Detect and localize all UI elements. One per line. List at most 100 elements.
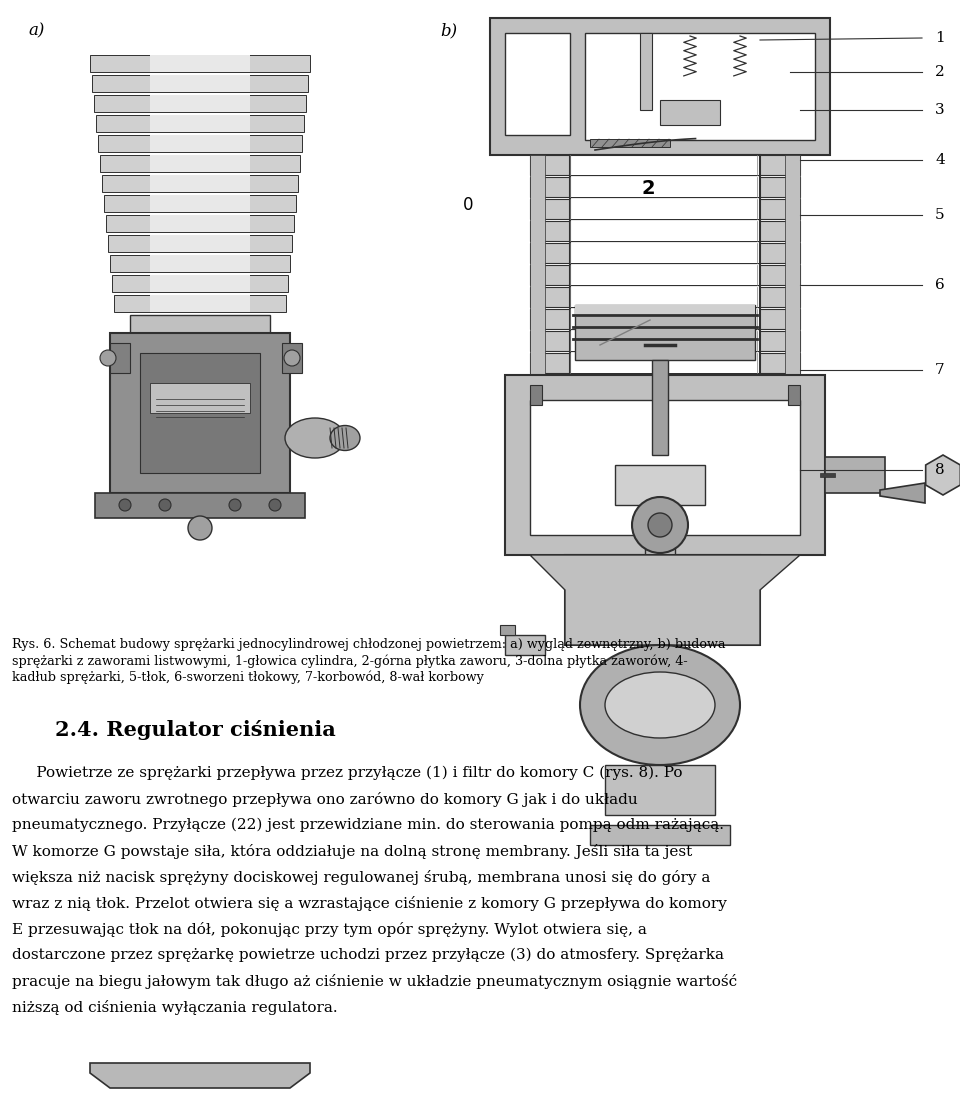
Bar [570, 221, 760, 241]
Bar [530, 265, 800, 285]
Bar [102, 176, 298, 192]
Bar [490, 18, 830, 155]
Circle shape [269, 499, 281, 511]
Text: 4: 4 [935, 153, 945, 167]
Bar [530, 309, 800, 329]
Bar [505, 34, 570, 135]
Text: kadłub sprężarki, 5-tłok, 6-sworzeni tłokowy, 7-korbowód, 8-wał korbowy: kadłub sprężarki, 5-tłok, 6-sworzeni tło… [12, 670, 484, 683]
Bar [645, 505, 675, 560]
Bar [95, 493, 305, 518]
Circle shape [229, 499, 241, 511]
Bar [100, 155, 300, 172]
Text: W komorze G powstaje siła, która oddziałuje na dolną stronę membrany. Jeśli siła: W komorze G powstaje siła, która oddział… [12, 844, 692, 859]
Text: pneumatycznego. Przyłącze (22) jest przewidziane min. do sterowania pompą odm ra: pneumatycznego. Przyłącze (22) jest prze… [12, 818, 724, 833]
Text: większa niż nacisk sprężyny dociskowej regulowanej śrubą, membrana unosi się do : większa niż nacisk sprężyny dociskowej r… [12, 870, 710, 885]
Bar [570, 287, 760, 307]
Bar [660, 100, 720, 125]
Bar [500, 625, 515, 635]
FancyBboxPatch shape [110, 333, 290, 493]
Bar [130, 315, 270, 333]
Text: 2: 2 [641, 179, 655, 198]
Bar [150, 383, 250, 413]
Bar [530, 177, 800, 197]
Bar [570, 353, 760, 373]
Bar [150, 195, 250, 212]
Bar [282, 343, 302, 373]
Bar [98, 135, 302, 152]
Circle shape [188, 517, 212, 540]
Bar [530, 385, 542, 405]
Bar [590, 139, 670, 146]
Text: 7: 7 [935, 363, 945, 377]
Text: pracuje na biegu jałowym tak długo aż ciśnienie w układzie pneumatycznym osiągni: pracuje na biegu jałowym tak długo aż ci… [12, 974, 737, 989]
Text: a): a) [28, 22, 44, 39]
Circle shape [632, 498, 688, 553]
Text: Rys. 6. Schemat budowy sprężarki jednocylindrowej chłodzonej powietrzem: a) wygl: Rys. 6. Schemat budowy sprężarki jednocy… [12, 638, 726, 651]
Bar [108, 235, 292, 252]
Circle shape [284, 350, 300, 366]
Bar [575, 305, 755, 318]
Text: wraz z nią tłok. Przelot otwiera się a wzrastające ciśnienie z komory G przepływ: wraz z nią tłok. Przelot otwiera się a w… [12, 896, 727, 911]
Circle shape [100, 350, 116, 366]
Text: 5: 5 [935, 208, 945, 222]
Bar [785, 155, 800, 375]
Bar [530, 221, 800, 241]
Bar [150, 155, 250, 172]
Bar [615, 465, 705, 505]
Text: 6: 6 [935, 278, 945, 292]
Text: 2: 2 [935, 65, 945, 79]
Bar [595, 575, 730, 620]
Text: 2.4. Regulator ciśnienia: 2.4. Regulator ciśnienia [55, 720, 336, 740]
Bar [150, 115, 250, 132]
Bar [788, 385, 800, 405]
Bar [820, 473, 835, 477]
Bar [104, 195, 296, 212]
Bar [530, 353, 800, 373]
Bar [530, 155, 545, 375]
Bar [570, 265, 760, 285]
Bar [140, 353, 260, 473]
Bar [150, 215, 250, 233]
Text: Powietrze ze sprężarki przepływa przez przyłącze (1) i filtr do komory C (rys. 8: Powietrze ze sprężarki przepływa przez p… [12, 766, 683, 780]
Text: 3: 3 [935, 103, 945, 117]
Bar [90, 55, 310, 72]
Text: 0: 0 [463, 196, 473, 214]
Bar [112, 275, 288, 292]
Ellipse shape [580, 645, 740, 765]
Bar [150, 275, 250, 292]
Bar [652, 360, 668, 455]
Bar [150, 255, 250, 272]
Bar [530, 400, 800, 536]
Text: 1: 1 [935, 31, 945, 45]
Bar [570, 331, 760, 351]
Circle shape [159, 499, 171, 511]
Ellipse shape [330, 426, 360, 451]
Bar [505, 375, 825, 555]
Bar [150, 75, 250, 92]
Bar [150, 176, 250, 192]
Bar [150, 295, 250, 312]
Bar [92, 75, 308, 92]
Bar [565, 555, 760, 645]
Bar [530, 243, 800, 263]
Ellipse shape [285, 418, 345, 458]
Bar [825, 457, 885, 493]
Bar [530, 287, 800, 307]
Bar [150, 235, 250, 252]
Polygon shape [90, 1063, 310, 1088]
Ellipse shape [605, 672, 715, 738]
Bar [605, 765, 715, 815]
Polygon shape [505, 555, 825, 645]
Bar [575, 305, 755, 360]
Bar [505, 635, 545, 655]
Bar [106, 215, 294, 233]
Text: b): b) [440, 22, 457, 39]
Bar [150, 55, 250, 72]
Bar [570, 309, 760, 329]
Bar [570, 177, 760, 197]
Bar [530, 155, 800, 176]
Text: dostarczone przez sprężarkę powietrze uchodzi przez przyłącze (3) do atmosfery. : dostarczone przez sprężarkę powietrze uc… [12, 948, 724, 963]
Bar [110, 255, 290, 272]
Bar [150, 135, 250, 152]
Bar [570, 199, 760, 219]
